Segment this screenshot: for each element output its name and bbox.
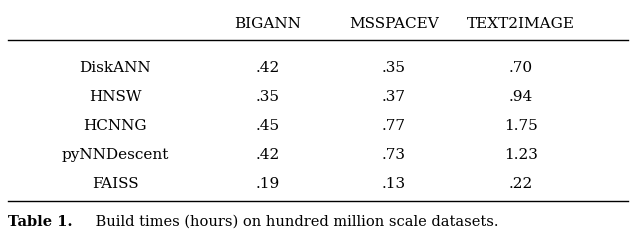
- Text: 1.75: 1.75: [504, 119, 537, 133]
- Text: HNSW: HNSW: [89, 90, 142, 104]
- Text: .94: .94: [509, 90, 533, 104]
- Text: DiskANN: DiskANN: [80, 61, 151, 75]
- Text: .13: .13: [382, 176, 406, 190]
- Text: pyNNDescent: pyNNDescent: [62, 148, 169, 161]
- Text: Build times (hours) on hundred million scale datasets.: Build times (hours) on hundred million s…: [90, 214, 498, 228]
- Text: .73: .73: [382, 148, 406, 161]
- Text: FAISS: FAISS: [92, 176, 139, 190]
- Text: .77: .77: [382, 119, 406, 133]
- Text: .45: .45: [255, 119, 279, 133]
- Text: .70: .70: [509, 61, 533, 75]
- Text: BIGANN: BIGANN: [234, 17, 301, 31]
- Text: .19: .19: [255, 176, 279, 190]
- Text: 1.23: 1.23: [504, 148, 537, 161]
- Text: .22: .22: [509, 176, 533, 190]
- Text: .35: .35: [382, 61, 406, 75]
- Text: Table 1.: Table 1.: [8, 214, 73, 228]
- Text: .35: .35: [255, 90, 279, 104]
- Text: .42: .42: [255, 61, 279, 75]
- Text: TEXT2IMAGE: TEXT2IMAGE: [467, 17, 575, 31]
- Text: HCNNG: HCNNG: [83, 119, 147, 133]
- Text: .42: .42: [255, 148, 279, 161]
- Text: MSSPACEV: MSSPACEV: [349, 17, 439, 31]
- Text: .37: .37: [382, 90, 406, 104]
